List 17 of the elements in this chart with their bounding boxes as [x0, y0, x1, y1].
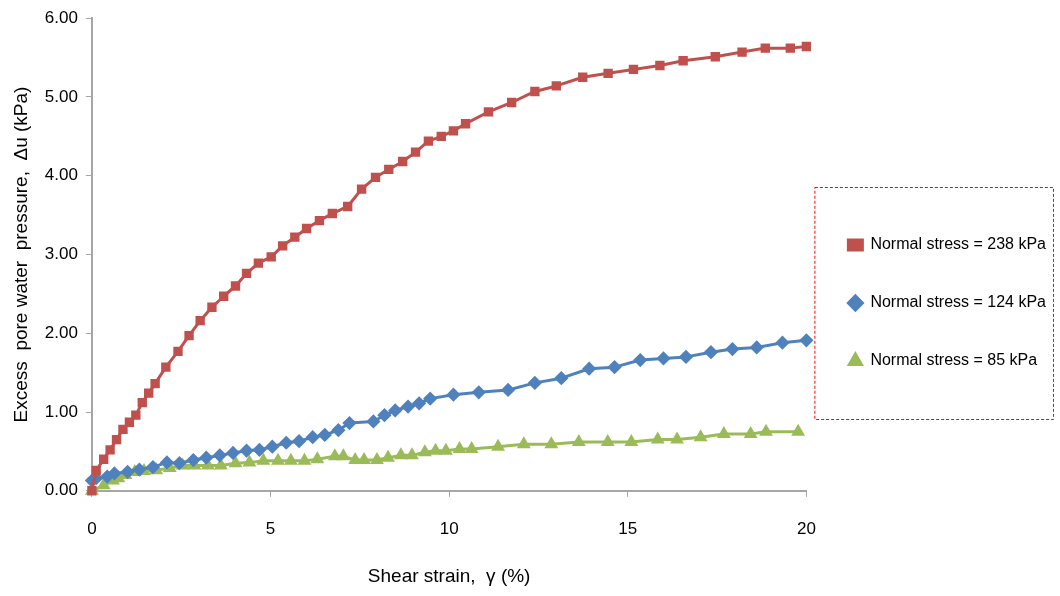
x-tick-label: 10	[439, 518, 459, 538]
y-tick-label: 1.00	[44, 401, 78, 421]
x-tick-label: 15	[618, 518, 638, 538]
x-tick-label: 5	[265, 518, 276, 538]
y-tick-label: 6.00	[44, 7, 78, 27]
x-tick-label: 20	[796, 518, 816, 538]
y-tick-label: 4.00	[44, 165, 78, 185]
legend-label: Normal stress = 124 kPa	[870, 293, 1047, 311]
x-axis-title: Shear strain, γ (%)	[367, 564, 531, 586]
y-axis-title: Excess pore water pressure, Δu (kPa)	[9, 86, 31, 423]
x-tick-label: 0	[87, 518, 97, 538]
y-tick-label: 0.00	[44, 480, 78, 500]
y-tick-label: 2.00	[44, 322, 78, 342]
y-tick-label: 3.00	[44, 244, 78, 264]
legend-label: Normal stress = 238 kPa	[870, 235, 1047, 253]
y-tick-label: 5.00	[44, 86, 78, 106]
legend-label: Normal stress = 85 kPa	[870, 351, 1038, 369]
